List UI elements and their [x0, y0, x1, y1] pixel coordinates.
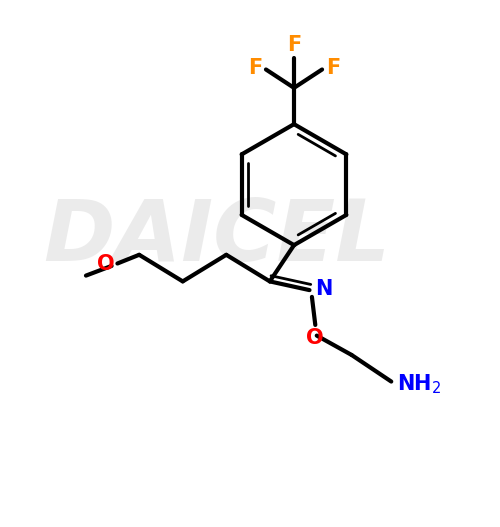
Text: O: O [98, 253, 115, 274]
Text: F: F [248, 57, 262, 77]
Text: DAICEL: DAICEL [43, 197, 390, 279]
Text: F: F [326, 57, 340, 77]
Text: N: N [316, 279, 332, 299]
Text: O: O [306, 328, 324, 348]
Text: F: F [287, 35, 301, 55]
Text: NH$_2$: NH$_2$ [397, 372, 442, 396]
